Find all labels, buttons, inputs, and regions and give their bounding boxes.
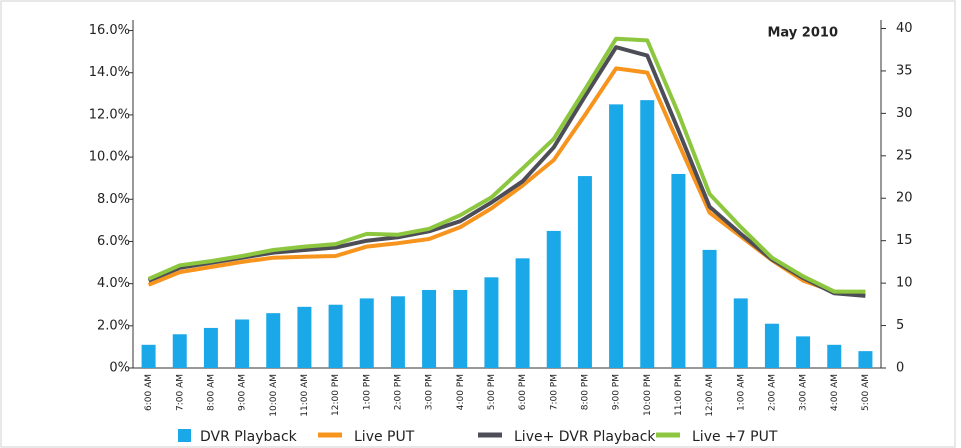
bar	[640, 100, 655, 369]
y2-tick-label: 15	[896, 233, 913, 248]
x-tick-label: 8:00 PM	[580, 374, 590, 410]
y2-tick-label: 20	[896, 191, 913, 206]
x-tick-label: 4:00 PM	[456, 374, 466, 410]
y-tick-label: 0%	[109, 361, 130, 376]
x-tick-label: 7:00 PM	[549, 374, 559, 410]
y-tick-label: 4.0%	[97, 276, 130, 291]
bar	[609, 104, 624, 368]
bar	[422, 289, 437, 368]
x-tick-label: 6:00 AM	[144, 374, 154, 411]
x-tick-label: 7:00 AM	[175, 374, 185, 411]
x-tick-label: 2:00 PM	[393, 374, 403, 410]
y-tick-label: 2.0%	[97, 318, 130, 333]
legend-label: Live PUT	[354, 429, 415, 445]
y2-tick-label: 5	[896, 318, 904, 333]
y2-tick-label: 40	[896, 21, 913, 36]
bar	[266, 313, 281, 368]
bar	[359, 298, 374, 368]
y2-tick-label: 0	[896, 361, 904, 376]
bar	[141, 344, 156, 368]
bar	[390, 296, 405, 368]
x-tick-label: 3:00 AM	[799, 374, 809, 411]
x-tick-label: 5:00 AM	[861, 374, 871, 411]
legend-label: DVR Playback	[200, 429, 298, 445]
bar	[671, 173, 686, 368]
bar	[733, 298, 748, 368]
bar	[546, 230, 561, 368]
line	[147, 45, 866, 298]
legend-label: Live+ DVR Playback	[514, 429, 656, 445]
bar	[764, 323, 779, 368]
x-tick-label: 12:00 PM	[331, 374, 341, 416]
bar	[328, 304, 343, 368]
line	[147, 36, 866, 294]
y2-tick-label: 25	[896, 148, 913, 163]
y-tick-label: 14.0%	[89, 65, 130, 80]
legend-swatch	[178, 429, 191, 442]
bar	[453, 289, 468, 368]
y-tick-label: 12.0%	[89, 107, 130, 122]
bar	[235, 319, 250, 368]
y-tick-label: 10.0%	[89, 150, 130, 165]
x-tick-label: 9:00 PM	[612, 374, 622, 410]
x-tick-label: 6:00 PM	[518, 374, 528, 410]
bar	[702, 249, 717, 368]
x-tick-label: 8:00 AM	[206, 374, 216, 411]
bar	[515, 258, 530, 368]
x-tick-label: 4:00 AM	[830, 374, 840, 411]
bar	[577, 176, 592, 368]
x-tick-label: 11:00 PM	[674, 374, 684, 416]
bar	[203, 327, 218, 368]
x-tick-label: 10:00 PM	[643, 374, 653, 416]
x-tick-label: 1:00 AM	[736, 374, 746, 411]
bar	[484, 277, 499, 368]
x-tick-label: 10:00 AM	[269, 374, 279, 417]
y2-tick-label: 30	[896, 106, 913, 121]
y-tick-label: 16.0%	[89, 23, 130, 38]
y-tick-label: 8.0%	[97, 192, 130, 207]
bar	[827, 344, 842, 368]
x-tick-label: 11:00 AM	[300, 374, 310, 417]
bar	[858, 351, 873, 368]
y2-tick-label: 35	[896, 63, 913, 78]
y-tick-label: 6.0%	[97, 234, 130, 249]
bar	[172, 334, 187, 368]
annotation: May 2010	[768, 26, 839, 41]
bar	[297, 306, 312, 368]
x-tick-label: 3:00 PM	[425, 374, 435, 410]
legend-label: Live +7 PUT	[692, 429, 778, 445]
x-tick-label: 9:00 AM	[238, 374, 248, 411]
y2-tick-label: 10	[896, 276, 913, 291]
x-tick-label: 5:00 PM	[487, 374, 497, 410]
x-tick-label: 1:00 PM	[362, 374, 372, 410]
x-tick-label: 2:00 AM	[767, 374, 777, 411]
bar	[796, 336, 811, 368]
x-tick-label: 12:00 AM	[705, 374, 715, 417]
